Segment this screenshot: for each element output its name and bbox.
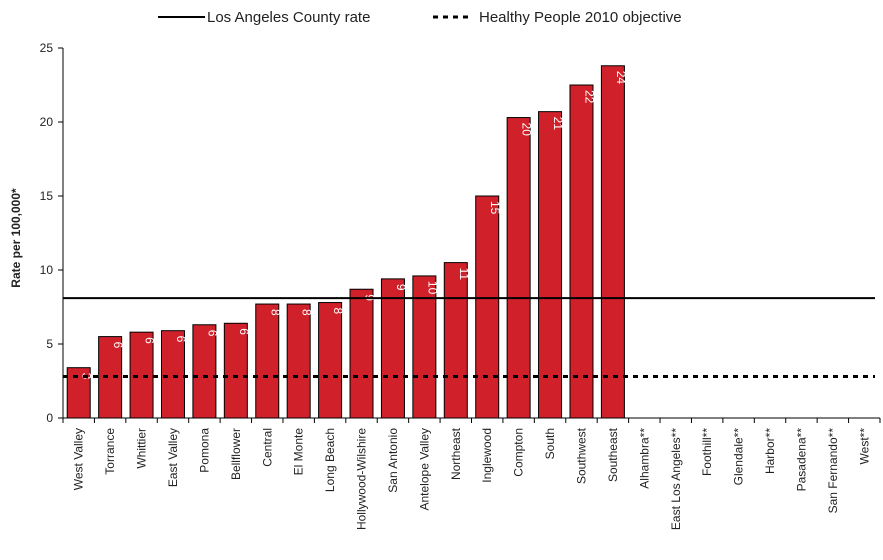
bar-data-label: 9 <box>394 284 408 291</box>
bar-data-label: 20 <box>520 123 534 137</box>
bar-data-label: 6 <box>111 342 125 349</box>
bar-data-label: 8 <box>268 309 282 316</box>
bar-data-label: 10 <box>425 281 439 295</box>
bar-data-label: 24 <box>614 71 628 85</box>
bar <box>286 303 311 419</box>
bar <box>600 65 625 419</box>
x-category-label: East Los Angeles** <box>669 428 683 530</box>
bar <box>349 288 374 419</box>
x-category-label: Glendale** <box>732 428 746 486</box>
legend-label-hp2010-objective: Healthy People 2010 objective <box>479 9 682 26</box>
x-category-label: El Monte <box>292 428 306 476</box>
bar <box>192 324 217 419</box>
bar-data-label: 6 <box>237 328 251 335</box>
bar-data-label: 8 <box>300 309 314 316</box>
bar <box>538 111 563 419</box>
x-category-label: Torrance <box>103 428 117 475</box>
y-axis-label: Rate per 100,000* <box>9 188 23 288</box>
x-category-label: Foothill** <box>700 428 714 476</box>
bar <box>443 262 468 419</box>
bar <box>318 302 343 419</box>
bar <box>412 275 437 419</box>
y-tick-label: 20 <box>40 115 54 129</box>
bar-data-label: 22 <box>582 90 596 104</box>
x-category-label: Pasadena** <box>794 428 808 492</box>
x-category-label: West** <box>857 428 871 465</box>
bar <box>475 195 500 419</box>
x-category-label: Pomona <box>197 428 211 473</box>
x-category-label: Hollywood-Wilshire <box>355 428 369 530</box>
x-category-label: Northeast <box>449 427 463 480</box>
x-category-label: Long Beach <box>323 428 337 492</box>
bar <box>380 278 405 419</box>
bar-data-label: 8 <box>331 308 345 315</box>
bar <box>66 367 91 419</box>
x-category-label: San Antonio <box>386 428 400 493</box>
legend-label-county-rate: Los Angeles County rate <box>207 9 370 26</box>
x-category-label: Southwest <box>574 427 588 484</box>
bar <box>160 330 185 419</box>
bar <box>98 336 123 419</box>
x-category-label: Harbor** <box>763 428 777 474</box>
bar <box>255 303 280 419</box>
x-category-label: Compton <box>512 428 526 477</box>
plot-area: 05101520253West Valley6Torrance6Whittier… <box>40 41 881 530</box>
bar-data-label: 6 <box>174 336 188 343</box>
bar-data-label: 11 <box>457 268 471 281</box>
x-category-label: Southeast <box>606 427 620 482</box>
y-tick-label: 10 <box>40 263 54 277</box>
x-category-label: San Fernando** <box>826 428 840 514</box>
bar-data-label: 15 <box>488 201 502 215</box>
x-category-label: East Valley <box>166 428 180 487</box>
x-category-label: Bellflower <box>229 428 243 480</box>
x-category-label: South <box>543 428 557 459</box>
x-category-label: Whittier <box>135 428 149 469</box>
legend: Los Angeles County rate Healthy People 2… <box>158 9 682 26</box>
bar <box>223 322 248 419</box>
bar <box>569 84 594 419</box>
x-category-label: Inglewood <box>480 428 494 483</box>
y-tick-label: 15 <box>40 189 54 203</box>
y-tick-label: 25 <box>40 41 54 55</box>
x-category-label: Antelope Valley <box>417 428 431 511</box>
bar-data-label: 6 <box>205 330 219 337</box>
x-category-label: Alhambra** <box>637 428 651 489</box>
x-category-label: Central <box>260 428 274 467</box>
x-category-label: West Valley <box>72 428 86 490</box>
y-tick-label: 0 <box>46 411 53 425</box>
bar-data-label: 21 <box>551 117 565 131</box>
bar-data-label: 6 <box>143 337 157 344</box>
bar <box>506 117 531 419</box>
y-tick-label: 5 <box>46 337 53 351</box>
